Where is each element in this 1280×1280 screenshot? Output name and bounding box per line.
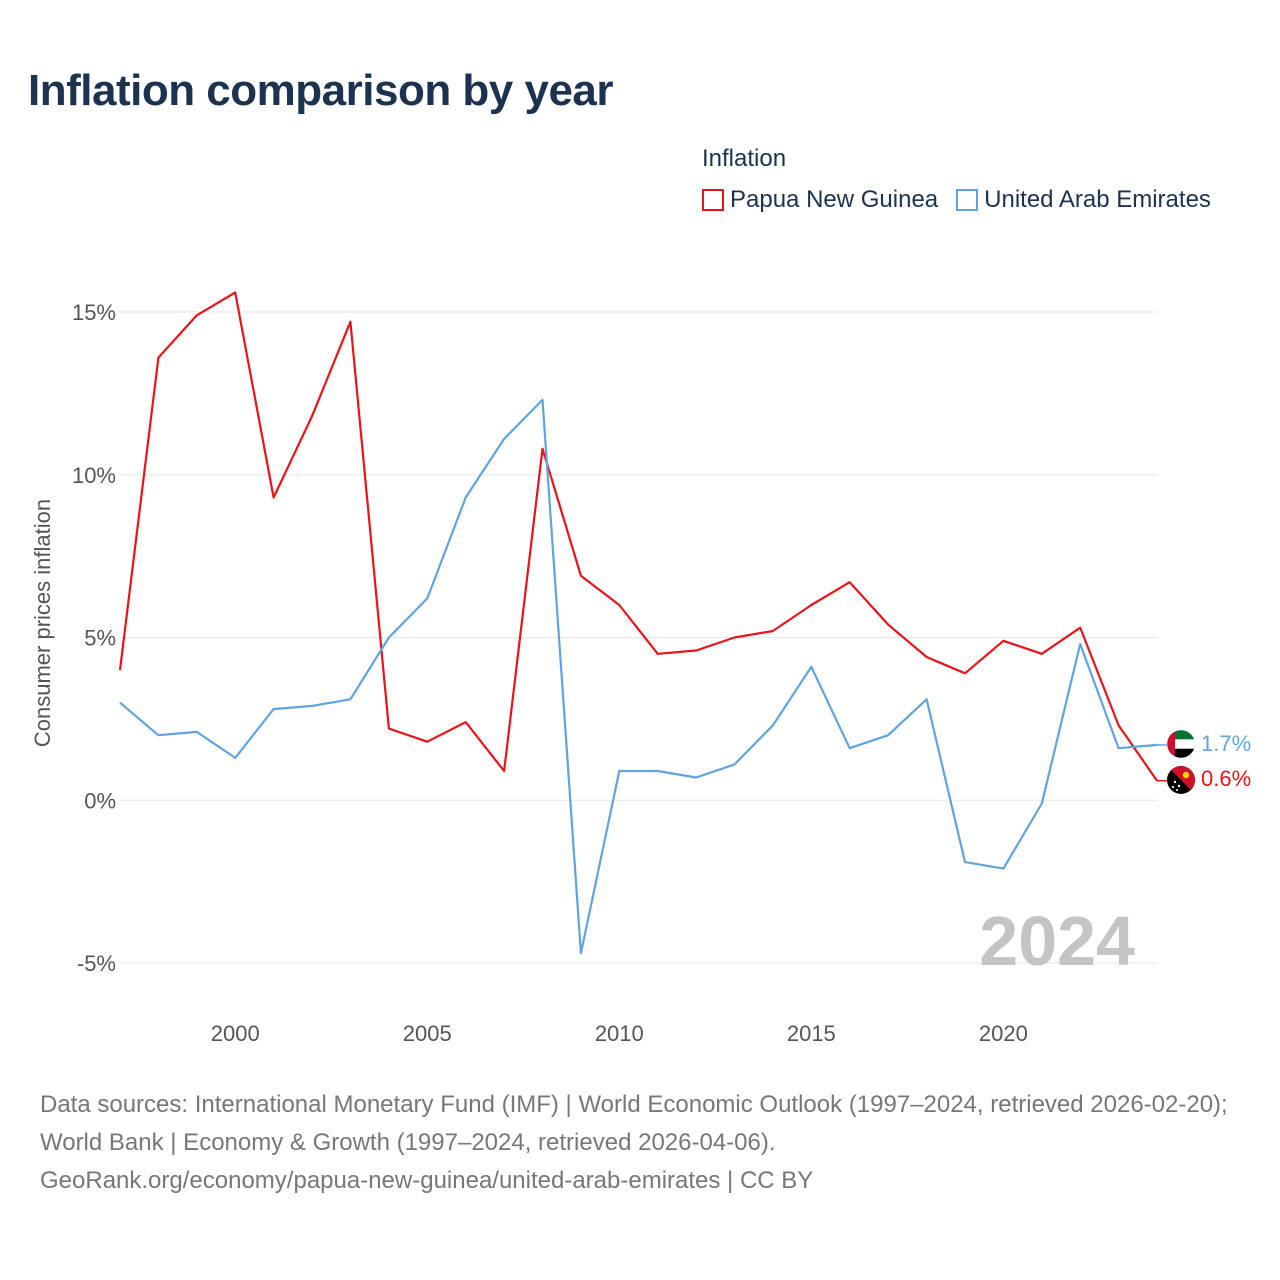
series-lines	[118, 291, 1167, 955]
x-tick-label: 2015	[787, 1021, 836, 1046]
end-label-papua-new-guinea: 0.6%	[1201, 766, 1251, 791]
footer-sources: Data sources: International Monetary Fun…	[40, 1091, 1228, 1156]
y-axis-label: Consumer prices inflation	[30, 499, 55, 747]
y-tick-label: -5%	[77, 951, 116, 976]
legend: Papua New Guinea United Arab Emirates	[702, 186, 1229, 214]
data-sources-footer: Data sources: International Monetary Fun…	[40, 1086, 1250, 1200]
chart-title: Inflation comparison by year	[28, 66, 614, 115]
x-tick-label: 2005	[403, 1021, 452, 1046]
legend-item-united-arab-emirates[interactable]: United Arab Emirates	[956, 186, 1211, 214]
papua-new-guinea-flag-icon	[1167, 766, 1195, 794]
legend-label-papua-new-guinea: Papua New Guinea	[730, 186, 939, 213]
uae-flag-icon	[1166, 729, 1196, 759]
legend-item-papua-new-guinea[interactable]: Papua New Guinea	[702, 186, 938, 214]
series-line-united-arab-emirates[interactable]	[119, 398, 1158, 955]
series-end-markers: 1.7% 0.6%	[1166, 729, 1251, 794]
grid-lines	[120, 311, 1157, 964]
y-tick-label: 10%	[72, 463, 116, 488]
x-tick-label: 2010	[595, 1021, 644, 1046]
legend-swatch-papua-new-guinea	[702, 189, 724, 211]
y-axis-ticks: 15% 10% 5% 0% -5%	[72, 300, 116, 976]
y-tick-label: 5%	[84, 626, 116, 651]
x-axis-ticks: 2000 2005 2010 2015 2020	[211, 1021, 1028, 1046]
y-tick-label: 15%	[72, 300, 116, 325]
line-chart: 15% 10% 5% 0% -5% 2000 2005 2010 2015 2020 Consu…	[30, 291, 1251, 1046]
legend-label-united-arab-emirates: United Arab Emirates	[984, 186, 1211, 213]
end-label-united-arab-emirates: 1.7%	[1201, 731, 1251, 756]
footer-link[interactable]: GeoRank.org/economy/papua-new-guinea/uni…	[40, 1167, 814, 1194]
x-tick-label: 2000	[211, 1021, 260, 1046]
y-tick-label: 0%	[84, 788, 116, 813]
series-line-papua-new-guinea[interactable]	[118, 291, 1158, 782]
legend-swatch-united-arab-emirates	[956, 189, 979, 211]
x-tick-label: 2020	[979, 1021, 1028, 1046]
year-watermark: 2024	[979, 902, 1135, 980]
legend-title: Inflation	[702, 145, 787, 172]
